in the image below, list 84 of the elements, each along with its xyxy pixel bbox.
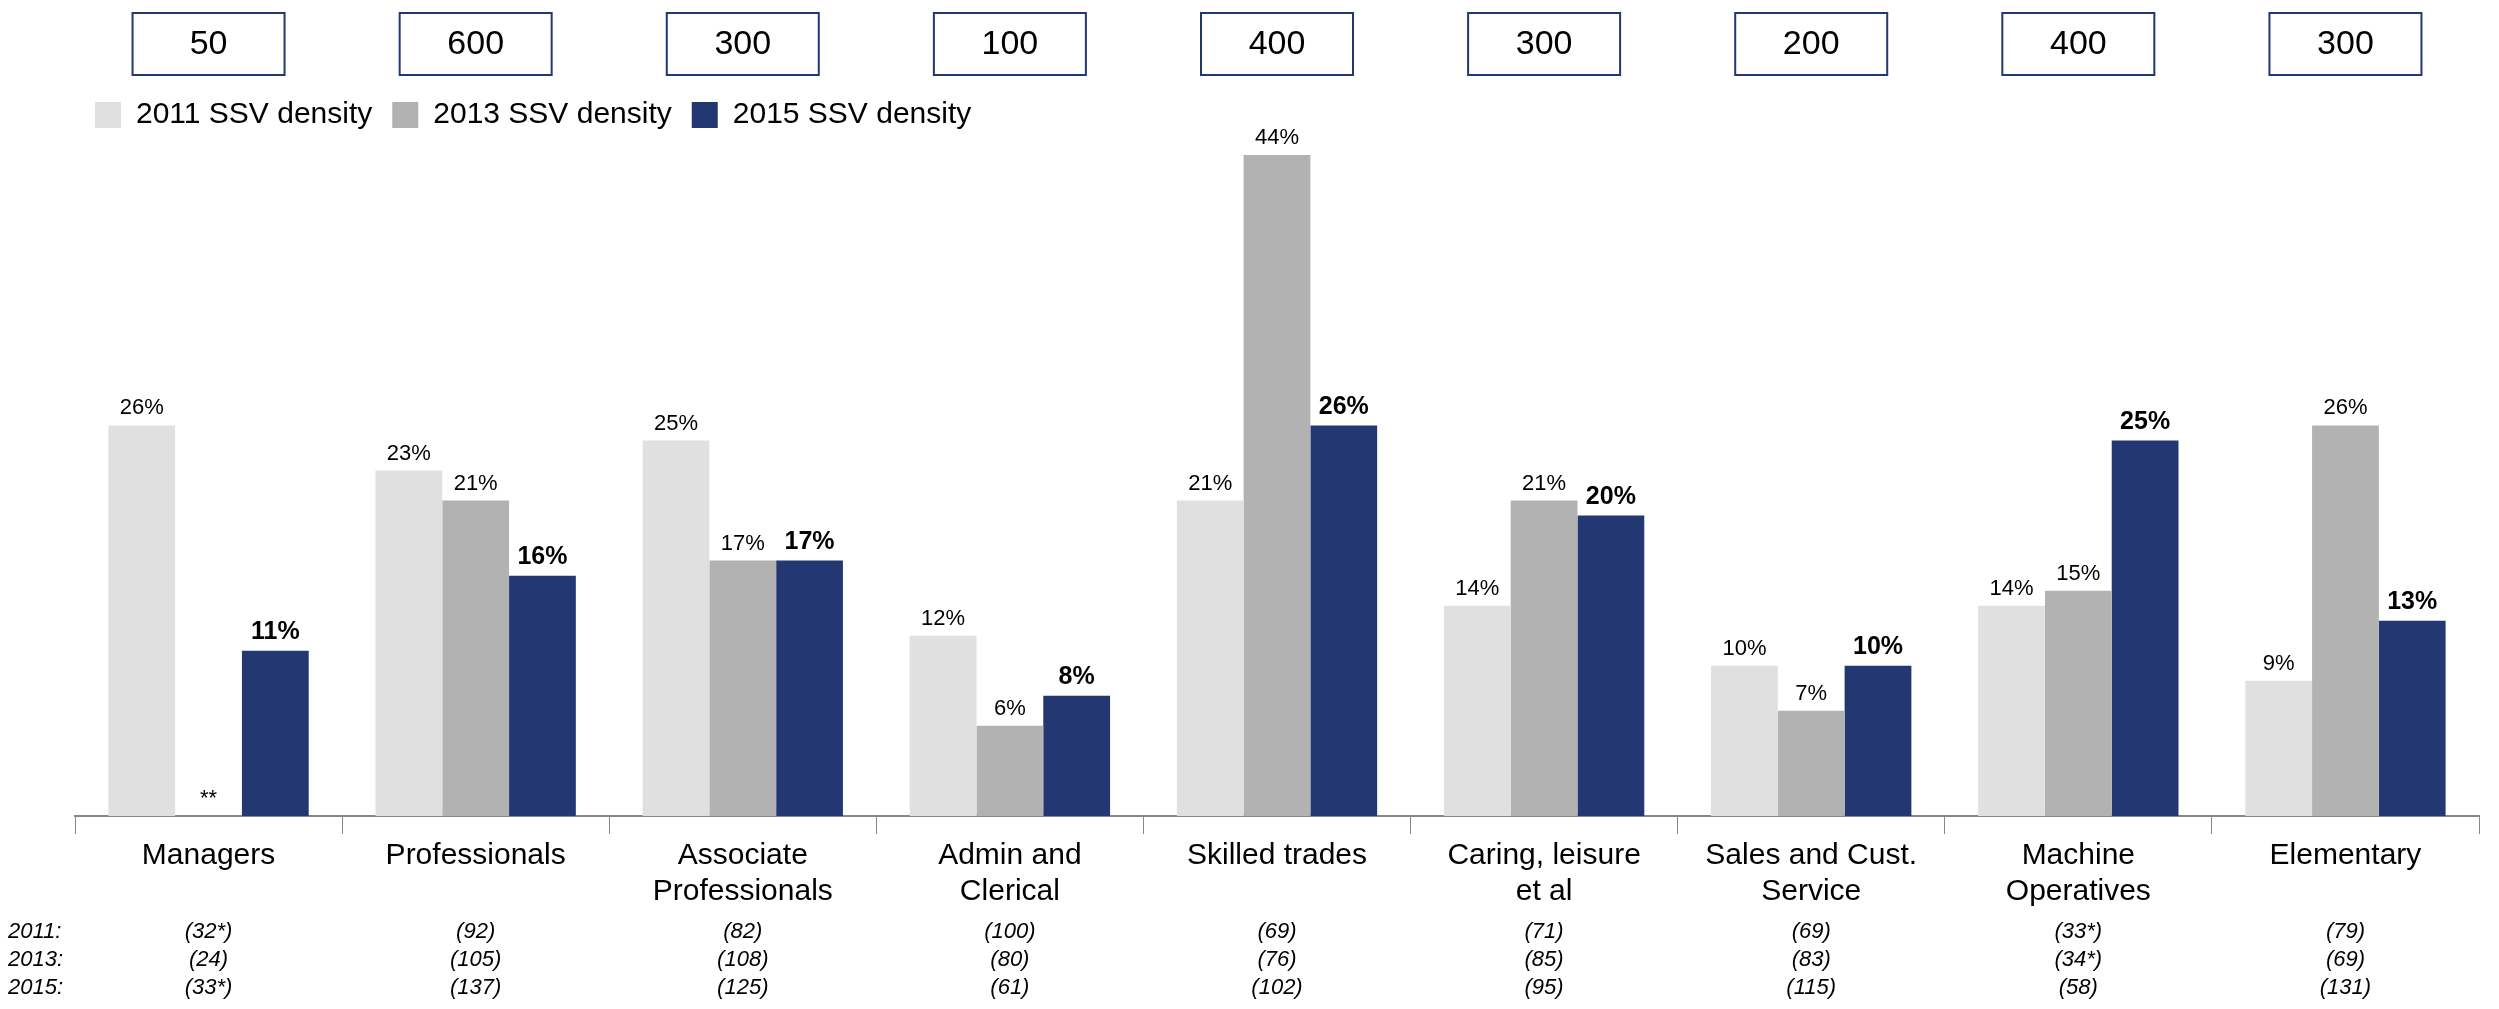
data-label: 21% bbox=[453, 469, 498, 495]
data-label: 10% bbox=[1722, 634, 1767, 660]
data-label: 15% bbox=[2056, 559, 2101, 585]
x-tick-label: Elementary bbox=[2269, 837, 2422, 871]
bar bbox=[1043, 695, 1111, 816]
text: 600 bbox=[447, 23, 505, 62]
x-tick-label: Associate Professionals bbox=[652, 837, 833, 907]
text: ** bbox=[199, 785, 218, 811]
bar bbox=[241, 650, 309, 816]
data-label: 26% bbox=[1318, 390, 1369, 419]
bar bbox=[909, 635, 977, 816]
data-label: 12% bbox=[921, 604, 966, 630]
x-tick-label: Sales and Cust. Service bbox=[1705, 837, 1918, 907]
bar bbox=[642, 440, 710, 816]
text: (71) (85) (95) bbox=[1524, 918, 1564, 1000]
bar bbox=[1310, 425, 1378, 816]
data-label: 17% bbox=[720, 529, 765, 555]
data-label: 13% bbox=[2387, 586, 2438, 615]
data-label: 25% bbox=[2120, 405, 2171, 434]
bar bbox=[509, 575, 576, 816]
data-label: 17% bbox=[784, 526, 835, 555]
text: 2011: 2013: 2015: bbox=[7, 918, 64, 1000]
text: (92) (105) (137) bbox=[449, 918, 502, 1000]
data-label: 23% bbox=[386, 439, 431, 465]
data-label: 21% bbox=[1188, 469, 1233, 495]
text: (79) (69) (131) bbox=[2319, 918, 2372, 1000]
bar bbox=[375, 470, 443, 816]
data-label: 16% bbox=[517, 541, 568, 570]
data-label: 8% bbox=[1058, 661, 1095, 690]
data-label: 20% bbox=[1585, 480, 1636, 509]
text: 400 bbox=[2049, 23, 2107, 62]
text: (100) (80) (61) bbox=[984, 918, 1036, 1000]
bar bbox=[1243, 155, 1311, 816]
bar bbox=[108, 425, 176, 816]
data-label: 25% bbox=[653, 409, 699, 435]
bar bbox=[1711, 665, 1778, 816]
text: 100 bbox=[981, 23, 1039, 62]
data-label: 26% bbox=[2323, 394, 2368, 420]
bar bbox=[976, 725, 1044, 816]
data-label: 44% bbox=[1254, 124, 1300, 150]
bar bbox=[2044, 590, 2112, 816]
data-label: 10% bbox=[1852, 631, 1904, 660]
bar bbox=[2245, 680, 2313, 816]
data-label: 9% bbox=[2262, 649, 2295, 675]
legend-label: 2015 SSV density bbox=[732, 96, 972, 130]
text: (69) (83) (115) bbox=[1786, 918, 1837, 1000]
x-tick-label: Professionals bbox=[385, 837, 566, 871]
bar bbox=[1777, 710, 1845, 816]
text: (32*) (24) (33*) bbox=[184, 918, 233, 1000]
x-tick-label: Admin and Clerical bbox=[938, 837, 1082, 907]
bar bbox=[1577, 515, 1645, 816]
data-label: 14% bbox=[1989, 574, 2034, 600]
bar bbox=[2312, 425, 2379, 816]
bar bbox=[776, 560, 843, 816]
data-label: 26% bbox=[119, 394, 164, 420]
text: 300 bbox=[2317, 23, 2374, 62]
bar bbox=[2378, 620, 2446, 816]
bar bbox=[1176, 500, 1244, 816]
data-label: 7% bbox=[1795, 679, 1828, 705]
text: 400 bbox=[1248, 23, 1306, 62]
data-label: 21% bbox=[1522, 469, 1567, 495]
text: 200 bbox=[1782, 23, 1840, 62]
bar bbox=[442, 500, 510, 816]
text: (82) (108) (125) bbox=[717, 918, 769, 1000]
bar bbox=[1978, 605, 2045, 816]
x-tick-label: Machine Operatives bbox=[2005, 837, 2151, 907]
legend-label: 2011 SSV density bbox=[136, 96, 373, 130]
text: 50 bbox=[189, 23, 228, 62]
data-label: 11% bbox=[251, 616, 300, 645]
data-label: 6% bbox=[993, 694, 1026, 720]
text: 300 bbox=[714, 23, 772, 62]
x-tick-label: Caring, leisure et al bbox=[1447, 837, 1641, 907]
x-tick-label: Skilled trades bbox=[1186, 837, 1368, 871]
x-tick-label: Managers bbox=[141, 837, 276, 871]
legend-label: 2013 SSV density bbox=[433, 96, 672, 130]
text: (69) (76) (102) bbox=[1251, 918, 1303, 1000]
data-label: 14% bbox=[1455, 574, 1500, 600]
bar bbox=[709, 560, 777, 816]
text: 300 bbox=[1515, 23, 1573, 62]
bar bbox=[1844, 665, 1912, 816]
text: (33*) (34*) (58) bbox=[2054, 918, 2103, 1000]
bar bbox=[1510, 500, 1578, 816]
bar bbox=[2111, 440, 2179, 816]
bar bbox=[1443, 605, 1511, 816]
